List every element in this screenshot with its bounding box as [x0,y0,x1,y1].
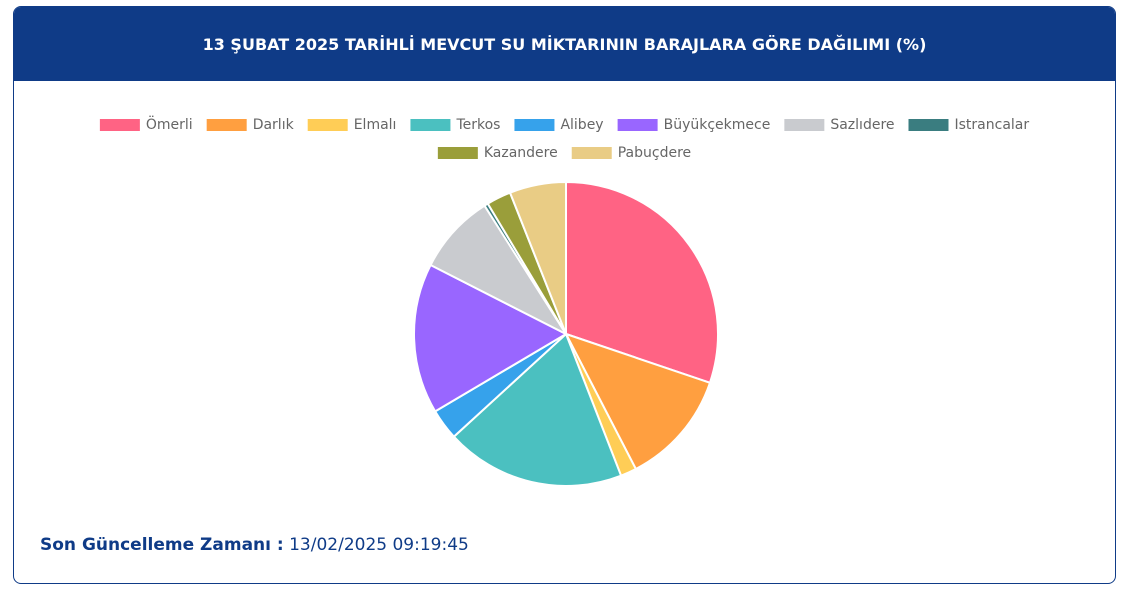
pie-slice [413,263,569,413]
chart: Ömerli Darlık Elmalı Terkos Alibey Büyükçekme… [99,115,1030,487]
legend-swatch [307,119,348,131]
legend-item: Ömerli [99,115,193,133]
legend-label: Terkos [455,117,500,133]
legend-label: Büyükçekmece [664,117,771,133]
legend-swatch [617,119,658,131]
legend-swatch [99,119,140,131]
pie-slice [565,180,719,385]
legend-swatch [514,119,555,131]
legend-label: Kazandere [484,145,558,161]
legend-item: Alibey [514,117,604,133]
pie-slice [452,332,623,487]
pie-slice [563,332,712,471]
chart-title: 13 ŞUBAT 2025 TARİHLİ MEVCUT SU MİKTARIN… [14,7,1115,81]
legend-item: Kazandere [437,145,558,161]
legend-swatch [908,119,949,131]
card: 13 ŞUBAT 2025 TARİHLİ MEVCUT SU MİKTARIN… [13,6,1116,584]
pie-slice [508,180,567,335]
legend-label: Alibey [560,117,603,133]
legend-label: Istrancalar [955,117,1030,133]
legend-item: Elmalı [307,117,397,133]
legend-item: Büyükçekmece [617,117,771,133]
legend-item: Terkos [410,117,500,133]
footer: Son Güncelleme Zamanı : 13/02/2025 09:19… [40,535,469,555]
legend-label: Ömerli [146,115,193,133]
legend-item: Istrancalar [908,117,1030,133]
legend-swatch [410,119,451,131]
legend-label: Pabuçdere [618,145,691,161]
legend-swatch [206,119,247,131]
legend-label: Elmalı [354,117,397,133]
legend-swatch [571,147,612,159]
legend-label: Sazlıdere [830,117,894,133]
legend-item: Pabuçdere [571,145,691,161]
legend-label: Darlık [253,117,295,133]
legend-item: Sazlıdere [784,117,895,133]
legend-swatch [784,119,825,131]
footer-value: 13/02/2025 09:19:45 [289,535,469,555]
legend-item: Darlık [206,117,295,133]
footer-label: Son Güncelleme Zamanı : [40,535,284,555]
legend-swatch [437,147,478,159]
